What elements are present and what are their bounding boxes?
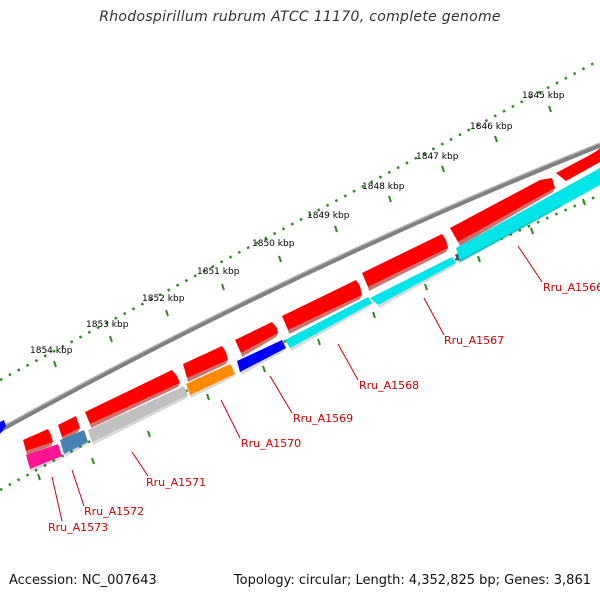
- cds-rru-a1572[interactable]: [60, 430, 88, 454]
- scale-label: 1854 kbp: [30, 346, 73, 356]
- cds-rru-a1571[interactable]: [88, 386, 188, 442]
- cds-arrow[interactable]: [556, 148, 600, 181]
- cds-arrow[interactable]: [235, 322, 278, 353]
- cds-rru-a1568[interactable]: [285, 297, 372, 348]
- outer-scale-ring: [0, 58, 600, 382]
- scale-label: 1850 kbp: [252, 239, 295, 249]
- gene-label[interactable]: Rru_A1567: [444, 334, 504, 347]
- scale-label: 1851 kbp: [197, 267, 240, 277]
- forward-cds-track: [23, 148, 600, 451]
- gene-label[interactable]: Rru_A1569: [293, 412, 353, 425]
- cds-arrow[interactable]: [282, 280, 362, 330]
- leader-lines: [51, 245, 543, 522]
- cds-arrow[interactable]: [58, 416, 80, 437]
- cds-offscreen-left[interactable]: [0, 420, 6, 434]
- cds-arrow[interactable]: [183, 346, 228, 378]
- gene-label[interactable]: Rru_A1568: [359, 379, 419, 392]
- cds-rru-a1573[interactable]: [26, 444, 62, 469]
- gene-label[interactable]: Rru_A1566: [543, 281, 600, 294]
- scale-label: 1849 kbp: [307, 211, 350, 221]
- map-title: Rhodospirillum rubrum ATCC 11170, comple…: [99, 9, 501, 25]
- reverse-cds-shading: [30, 204, 563, 472]
- gene-label[interactable]: Rru_A1573: [48, 521, 108, 534]
- scale-label: 1845 kbp: [522, 91, 565, 101]
- scale-label: 1846 kbp: [470, 122, 513, 132]
- cds-arrow[interactable]: [362, 234, 448, 287]
- scale-label: 1848 kbp: [362, 182, 405, 192]
- cds-rru-a1570[interactable]: [186, 364, 235, 395]
- cds-arrow[interactable]: [450, 178, 555, 242]
- forward-cds-shading: [26, 188, 555, 455]
- cds-rru-a1567-ext[interactable]: [456, 168, 600, 262]
- scale-label: 1852 kbp: [142, 294, 185, 304]
- scale-label: 1847 kbp: [416, 152, 459, 162]
- cds-arrow[interactable]: [85, 370, 180, 424]
- outer-ticks: [53, 105, 552, 368]
- accession-text: Accession: NC_007643: [9, 573, 157, 588]
- inner-ticks: [37, 198, 586, 481]
- genome-backbone: [0, 142, 600, 433]
- genome-summary-text: Topology: circular; Length: 4,352,825 bp…: [233, 573, 591, 588]
- gene-label[interactable]: Rru_A1571: [146, 476, 206, 489]
- cds-rru-a1569[interactable]: [237, 340, 286, 372]
- scale-label: 1853 kbp: [86, 320, 129, 330]
- gene-label[interactable]: Rru_A1572: [84, 505, 144, 518]
- cds-rru-a1567[interactable]: [370, 257, 456, 305]
- gene-label[interactable]: Rru_A1570: [241, 437, 301, 450]
- genome-backbone-highlight: [0, 142, 600, 429]
- cds-arrow[interactable]: [23, 429, 53, 451]
